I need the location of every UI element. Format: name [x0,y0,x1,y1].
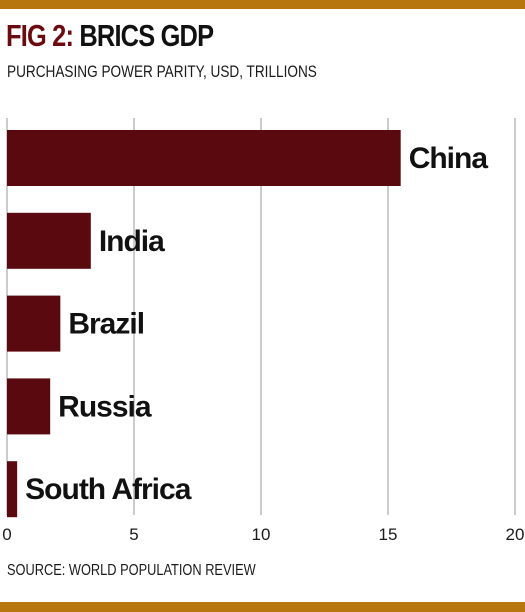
source-note: SOURCE: WORLD POPULATION REVIEW [7,562,256,579]
x-tick-label-5: 5 [129,525,138,544]
top-accent-rule [0,0,525,9]
chart-subtitle: PURCHASING POWER PARITY, USD, TRILLIONS [7,62,317,81]
x-tick-label-0: 0 [2,525,11,544]
category-label-india: India [99,225,165,258]
bar-south-africa [7,461,18,518]
bar-russia [7,378,51,435]
bar-brazil [7,295,61,352]
figure-label: FIG 2: [6,18,74,53]
category-label-brazil: Brazil [68,308,144,341]
title-text: BRICS GDP [79,18,214,53]
category-label-russia: Russia [58,390,152,423]
x-tick-label-20: 20 [506,525,525,544]
category-label-china: China [409,142,489,175]
bar-india [7,212,91,269]
bar-china [7,130,401,186]
chart-title: FIG 2: BRICS GDP [6,18,214,54]
x-tick-label-15: 15 [379,525,398,544]
x-tick-label-10: 10 [252,525,271,544]
bottom-accent-rule [0,602,525,612]
category-label-south-africa: South Africa [25,473,192,506]
